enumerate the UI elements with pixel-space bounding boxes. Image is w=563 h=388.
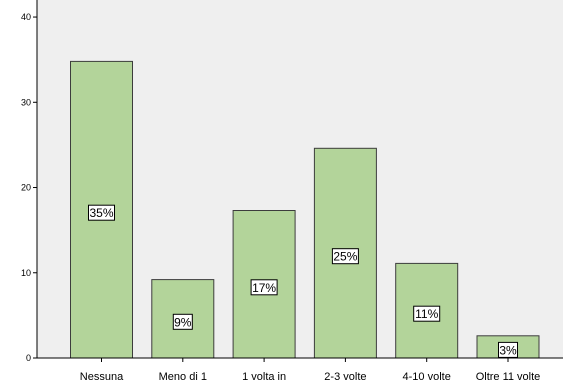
y-tick-label-3: 30	[21, 97, 31, 107]
data-label-1: 9%	[174, 315, 192, 329]
data-label-box-3	[331, 248, 359, 265]
data-label-4: 11%	[415, 307, 438, 321]
bars-layer: 35% 9% 17% 25% 11% 3%	[70, 60, 540, 359]
y-tick-label-0: 0	[26, 353, 31, 363]
x-tick-label-3: 2-3 volte	[324, 371, 366, 383]
data-label-box-4	[413, 305, 441, 322]
y-tick-label-2: 20	[21, 183, 31, 193]
y-axis: 0 10 20 30 40	[21, 0, 38, 363]
x-tick-label-5: Oltre 11 volte	[476, 371, 541, 383]
data-label-3: 25%	[333, 250, 357, 264]
x-tick-label-2: 1 volta in	[242, 371, 286, 383]
x-tick-label-0: Nessuna	[80, 371, 124, 383]
data-label-box-2	[250, 279, 278, 296]
x-tick-label-1: Meno di 1	[159, 371, 207, 383]
x-axis: Nessuna Meno di 1 1 volta in 2-3 volte 4-10 …	[37, 357, 563, 383]
data-label-5: 3%	[499, 343, 517, 357]
data-label-box-5	[498, 341, 518, 358]
data-label-2: 17%	[252, 281, 276, 295]
y-tick-label-4: 40	[21, 12, 31, 22]
data-label-box-0	[88, 204, 115, 221]
data-label-box-1	[172, 313, 193, 330]
y-tick-label-1: 10	[21, 268, 31, 278]
data-label-0: 35%	[89, 206, 113, 220]
x-tick-label-4: 4-10 volte	[403, 371, 451, 383]
